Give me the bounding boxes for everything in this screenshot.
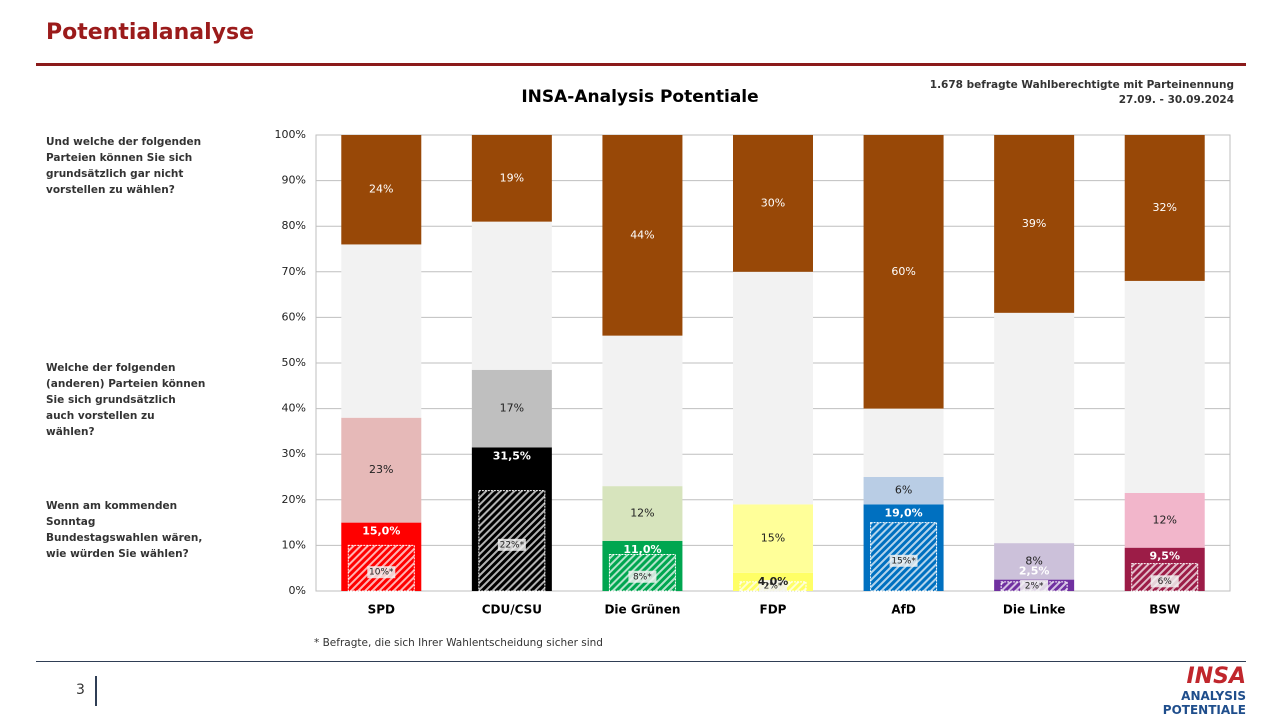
sure-label: 10%* — [369, 568, 394, 578]
bar-segment — [341, 135, 422, 245]
bar-segment — [471, 221, 552, 370]
logo-line: ANALYSIS — [1181, 689, 1246, 703]
sure-label-box — [889, 554, 918, 567]
bar-segment — [602, 486, 683, 541]
legend-question: Wenn am kommenden Sonntag Bundestagswahl… — [46, 500, 203, 560]
page-number: 3 — [76, 682, 85, 698]
data-label: 31,5% — [493, 449, 531, 462]
data-label: 8% — [1025, 554, 1042, 567]
y-tick-label: 60% — [282, 310, 306, 323]
data-label: 2,5% — [1019, 565, 1050, 578]
sure-label: 22%* — [500, 540, 525, 550]
sure-label: 2%* — [1025, 582, 1044, 592]
data-label: 11,0% — [623, 543, 661, 556]
x-tick-label: Die Grünen — [604, 603, 680, 617]
header-title: Potentialanalyse — [46, 20, 255, 45]
sure-label: 15%* — [891, 556, 916, 566]
legend-question: Und welche der folgenden Parteien können… — [46, 136, 202, 196]
sure-label-box — [1020, 580, 1049, 592]
bar-segment — [341, 417, 422, 523]
bar-segment — [733, 271, 813, 505]
note-line: 27.09. - 30.09.2024 — [1118, 94, 1234, 106]
sure-label-box — [367, 566, 396, 579]
x-tick-label: AfD — [891, 603, 916, 617]
data-label: 9,5% — [1149, 550, 1180, 563]
bar-segment — [733, 135, 813, 272]
data-label: 17% — [500, 402, 524, 415]
sample-note: 1.678 befragte Wahlberechtigte mit Parte… — [930, 78, 1234, 108]
bar-segment — [863, 477, 944, 505]
logo-brand: INSA — [1186, 664, 1246, 689]
footnote: * Befragte, die sich Ihrer Wahlentscheid… — [314, 637, 603, 649]
data-label: 4,0% — [758, 575, 789, 588]
bar-segment — [471, 369, 552, 448]
x-tick-label: SPD — [368, 603, 395, 617]
sure-label: 8%* — [633, 572, 652, 582]
data-label: 15,0% — [362, 525, 400, 538]
bar-segment — [994, 135, 1075, 313]
x-tick-label: Die Linke — [1003, 603, 1066, 617]
y-tick-label: 30% — [282, 447, 306, 460]
sure-label-box — [628, 570, 657, 583]
data-label: 30% — [761, 196, 785, 209]
bar-segment — [1124, 492, 1205, 548]
data-label: 44% — [630, 228, 654, 241]
sure-label: 2%* — [764, 582, 783, 592]
sure-label-box — [759, 580, 787, 592]
y-tick-label: 50% — [282, 356, 306, 369]
bar-segment — [994, 312, 1075, 544]
data-label: 39% — [1022, 217, 1046, 230]
sure-label-box — [497, 538, 526, 551]
bar-segment — [341, 244, 422, 418]
data-label: 32% — [1152, 201, 1176, 214]
sure-label-box — [1150, 575, 1179, 588]
y-tick-label: 0% — [289, 584, 306, 597]
data-label: 24% — [369, 183, 393, 196]
x-tick-label: BSW — [1149, 603, 1180, 617]
logo-line: POTENTIALE — [1162, 703, 1246, 717]
x-tick-label: FDP — [760, 603, 787, 617]
note-line: 1.678 befragte Wahlberechtigte mit Parte… — [929, 79, 1234, 91]
bar-segment — [1124, 280, 1205, 493]
bar-segment — [994, 543, 1075, 580]
data-label: 19% — [500, 171, 524, 184]
data-label: 60% — [891, 265, 915, 278]
y-tick-label: 100% — [275, 128, 306, 141]
chart: INSA-Analysis Potentiale 0% 10% 20% 30% 40% 5… — [275, 87, 1231, 617]
data-label: 23% — [369, 463, 393, 476]
sure-label: 6% — [1158, 577, 1173, 587]
y-tick-label: 90% — [282, 174, 306, 187]
bar-segment — [733, 504, 813, 573]
bar-segment — [863, 135, 944, 409]
y-tick-label: 10% — [282, 538, 306, 551]
bar-segment — [1124, 135, 1205, 281]
page-bar — [95, 676, 97, 706]
logo: INSA ANALYSIS POTENTIALE — [1162, 664, 1246, 718]
header-rule — [36, 63, 1246, 66]
footer-rule — [36, 661, 1246, 662]
data-label: 19,0% — [884, 506, 922, 519]
legend-question: Welche der folgenden (anderen) Parteien … — [46, 362, 206, 438]
data-label: 15% — [761, 532, 785, 545]
bar-segment — [471, 135, 552, 222]
chart-title: INSA-Analysis Potentiale — [521, 87, 758, 107]
x-tick-label: CDU/CSU — [482, 603, 542, 617]
bar-segment — [863, 408, 944, 477]
bar-segment — [602, 135, 683, 336]
y-tick-label: 40% — [282, 402, 306, 415]
y-tick-label: 80% — [282, 219, 306, 232]
bar-segment — [602, 335, 683, 487]
y-tick-label: 20% — [282, 493, 306, 506]
y-tick-label: 70% — [282, 265, 306, 278]
data-label: 12% — [630, 506, 654, 519]
data-label: 6% — [895, 484, 912, 497]
data-label: 12% — [1152, 513, 1176, 526]
